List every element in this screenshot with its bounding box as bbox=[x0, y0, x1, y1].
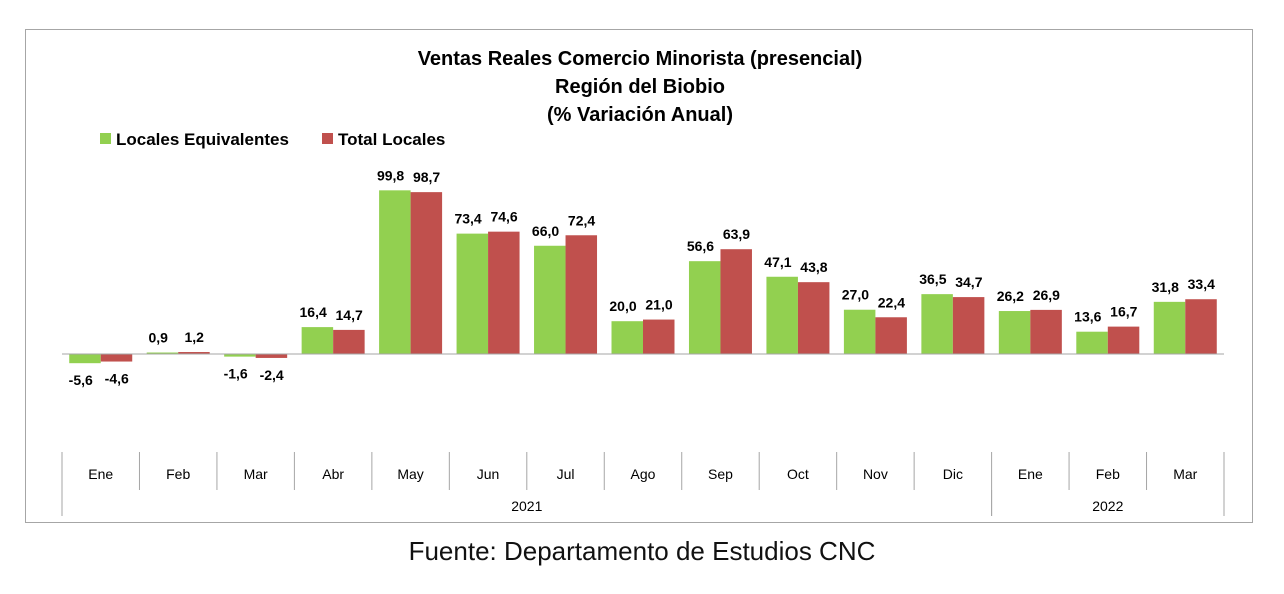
data-label: 31,8 bbox=[1152, 279, 1179, 295]
plot-area: -5,6 0,9 -1,6 16,4 99,8 73,4 66,0 20,0 56,6 47,1 2… bbox=[61, 167, 1225, 516]
data-label: 26,9 bbox=[1033, 287, 1060, 303]
bar-locales-equivalentes bbox=[998, 311, 1031, 354]
bar-locales-equivalentes bbox=[69, 354, 101, 364]
bar-locales-equivalentes bbox=[1153, 301, 1186, 354]
bar-locales-equivalentes bbox=[688, 261, 721, 354]
legend-label-locales-equivalentes: Locales Equivalentes bbox=[116, 130, 289, 149]
category-label: Mar bbox=[244, 466, 268, 482]
data-label: 63,9 bbox=[723, 226, 750, 242]
bar-total-locales bbox=[952, 297, 985, 354]
category-label: Oct bbox=[787, 466, 809, 482]
bar-locales-equivalentes bbox=[534, 245, 566, 354]
data-label: 74,6 bbox=[490, 209, 517, 225]
data-label: 26,2 bbox=[997, 288, 1024, 304]
data-label: 16,4 bbox=[300, 304, 327, 320]
data-label: 22,4 bbox=[878, 294, 905, 310]
chart-title-line-3: (% Variación Anual) bbox=[547, 104, 733, 126]
bar-total-locales bbox=[255, 354, 288, 358]
data-label: -2,4 bbox=[260, 367, 284, 383]
chart-svg: Ventas Reales Comercio Minorista (presen… bbox=[61, 48, 1225, 516]
data-label: 33,4 bbox=[1188, 276, 1215, 292]
bar-locales-equivalentes bbox=[224, 354, 256, 357]
legend-swatch-total-locales bbox=[322, 133, 333, 144]
data-label: 98,7 bbox=[413, 169, 440, 185]
bar-total-locales bbox=[565, 235, 598, 354]
data-label: 43,8 bbox=[800, 259, 827, 275]
legend-swatch-locales-equivalentes bbox=[100, 133, 111, 144]
bar-total-locales bbox=[410, 192, 443, 354]
data-label: 14,7 bbox=[336, 307, 363, 323]
data-label: 27,0 bbox=[842, 287, 869, 303]
category-label: Abr bbox=[322, 466, 344, 482]
bar-total-locales bbox=[720, 249, 752, 354]
data-label: 0,9 bbox=[148, 330, 168, 346]
bar-total-locales bbox=[797, 282, 830, 354]
bar-locales-equivalentes bbox=[921, 294, 953, 354]
data-label: 72,4 bbox=[568, 212, 595, 228]
bar-locales-equivalentes bbox=[843, 309, 876, 354]
bar-locales-equivalentes bbox=[379, 190, 411, 354]
chart-frame: Ventas Reales Comercio Minorista (presen… bbox=[25, 29, 1253, 523]
data-label: 20,0 bbox=[609, 298, 636, 314]
data-label: 13,6 bbox=[1074, 309, 1101, 325]
data-label: 21,0 bbox=[645, 297, 672, 313]
data-label: -5,6 bbox=[69, 372, 93, 388]
year-label-2022: 2022 bbox=[1092, 498, 1123, 514]
bar-total-locales bbox=[333, 329, 365, 354]
data-label: 66,0 bbox=[532, 223, 559, 239]
category-label: Nov bbox=[863, 466, 888, 482]
year-label-2021: 2021 bbox=[511, 498, 542, 514]
category-label: Sep bbox=[708, 466, 733, 482]
chart-title-line-2: Región del Biobio bbox=[555, 76, 725, 98]
data-label: 34,7 bbox=[955, 274, 982, 290]
data-label: -1,6 bbox=[224, 366, 248, 382]
bar-locales-equivalentes bbox=[1076, 331, 1108, 354]
bar-locales-equivalentes bbox=[301, 327, 334, 354]
bar-total-locales bbox=[100, 354, 133, 362]
source-note: Fuente: Departamento de Estudios CNC bbox=[408, 536, 876, 566]
category-label: Jul bbox=[557, 466, 575, 482]
category-label: Mar bbox=[1173, 466, 1197, 482]
data-label: 47,1 bbox=[764, 254, 791, 270]
data-label: 56,6 bbox=[687, 238, 714, 254]
data-label: 1,2 bbox=[184, 329, 204, 345]
data-label: -4,6 bbox=[105, 371, 129, 387]
data-label: 36,5 bbox=[919, 271, 946, 287]
bar-locales-equivalentes bbox=[146, 352, 179, 354]
legend-label-total-locales: Total Locales bbox=[338, 130, 445, 149]
bar-total-locales bbox=[875, 317, 907, 354]
category-label: Feb bbox=[166, 466, 190, 482]
bar-total-locales bbox=[1030, 309, 1062, 354]
category-label: Feb bbox=[1096, 466, 1120, 482]
data-label: 99,8 bbox=[377, 167, 404, 183]
bar-total-locales bbox=[178, 352, 210, 354]
data-label: 73,4 bbox=[454, 211, 481, 227]
bar-total-locales bbox=[1185, 299, 1217, 354]
category-label: Dic bbox=[943, 466, 963, 482]
category-label: May bbox=[397, 466, 423, 482]
bar-total-locales bbox=[1107, 326, 1140, 354]
bar-locales-equivalentes bbox=[456, 233, 489, 354]
bar-locales-equivalentes bbox=[611, 321, 643, 354]
category-label: Jun bbox=[477, 466, 500, 482]
bar-locales-equivalentes bbox=[766, 276, 798, 354]
bar-total-locales bbox=[488, 231, 520, 354]
chart-title-line-1: Ventas Reales Comercio Minorista (presen… bbox=[418, 48, 863, 70]
bar-total-locales bbox=[643, 319, 675, 354]
data-label: 16,7 bbox=[1110, 304, 1137, 320]
category-label: Ago bbox=[631, 466, 656, 482]
category-label: Ene bbox=[1018, 466, 1043, 482]
category-label: Ene bbox=[88, 466, 113, 482]
